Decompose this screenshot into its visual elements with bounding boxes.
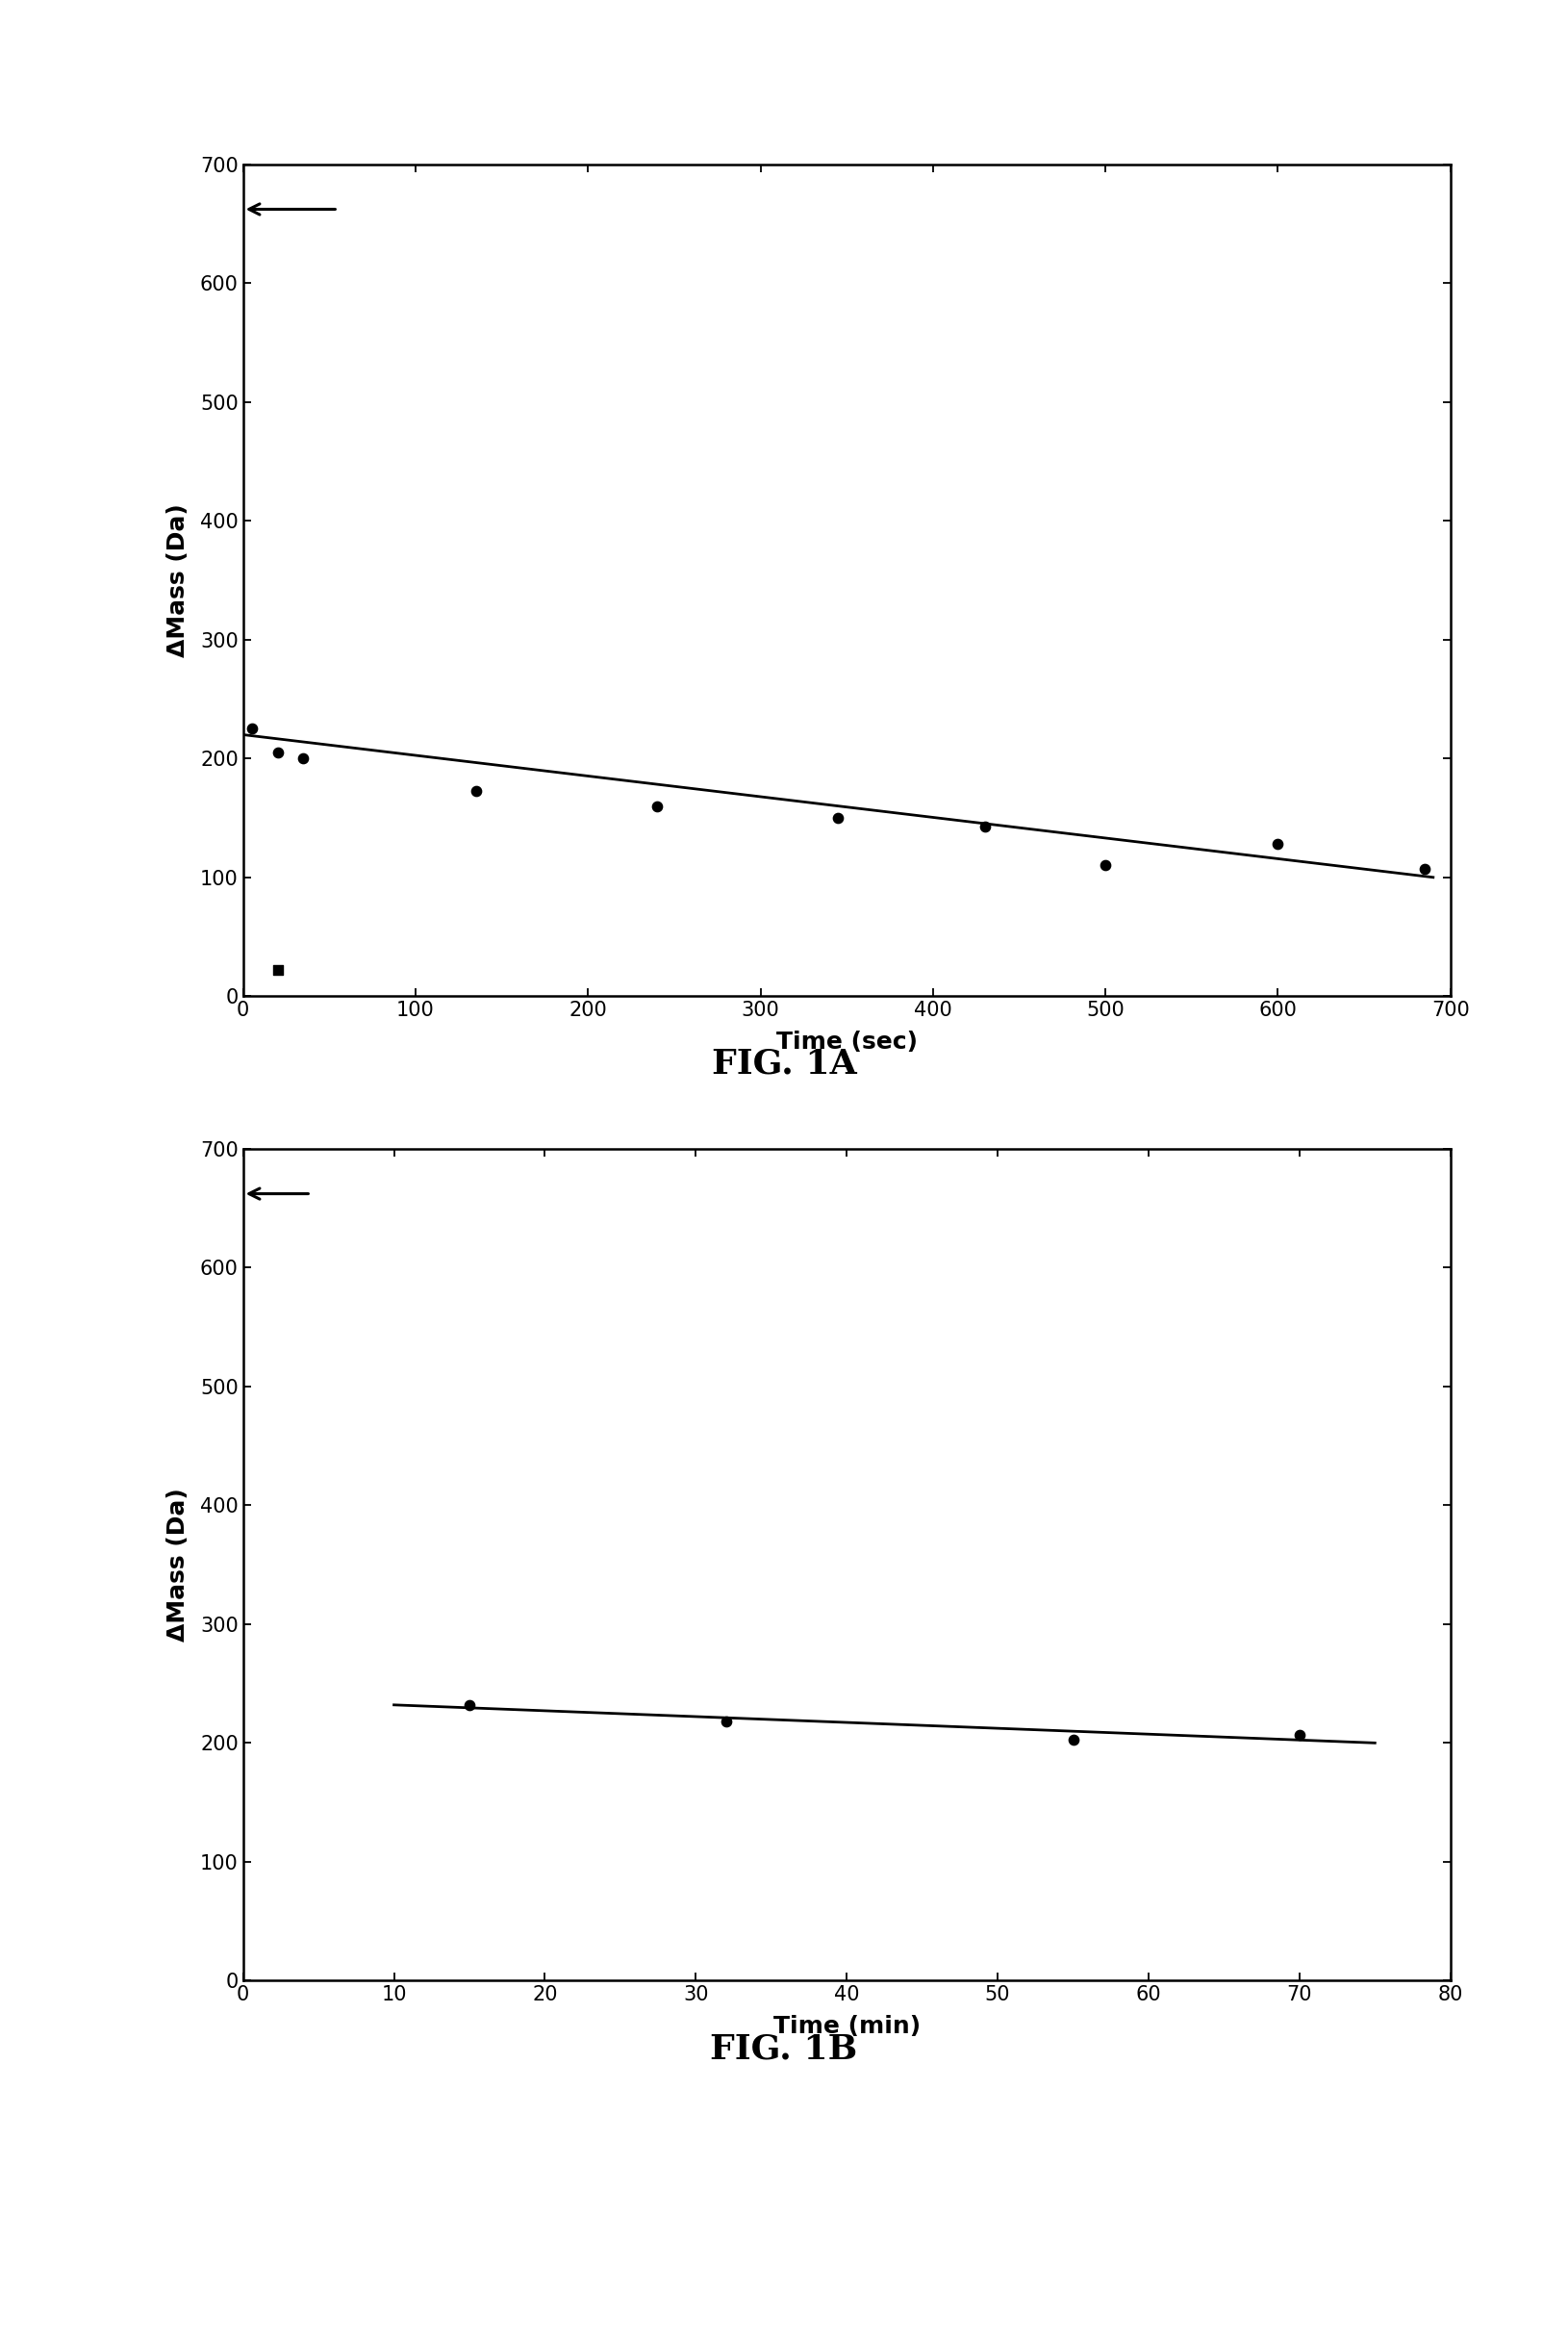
Text: FIG. 1A: FIG. 1A: [712, 1048, 856, 1081]
Point: [265, 734, 290, 771]
Point: [456, 1685, 481, 1723]
Point: [1093, 846, 1118, 884]
Point: [238, 710, 263, 748]
X-axis label: Time (sec): Time (sec): [776, 1031, 917, 1055]
Point: [1413, 851, 1438, 888]
Y-axis label: ΔMass (Da): ΔMass (Da): [166, 1488, 190, 1641]
Point: [1287, 1716, 1312, 1753]
Point: [1060, 1720, 1085, 1758]
Point: [825, 799, 850, 837]
Point: [464, 771, 489, 809]
Point: [292, 741, 317, 778]
Point: [1265, 825, 1290, 863]
Point: [265, 952, 290, 989]
Point: [972, 806, 997, 844]
Point: [713, 1702, 739, 1739]
X-axis label: Time (min): Time (min): [773, 2016, 920, 2039]
Text: FIG. 1B: FIG. 1B: [710, 2032, 858, 2065]
Point: [644, 788, 670, 825]
Y-axis label: ΔMass (Da): ΔMass (Da): [166, 504, 190, 656]
